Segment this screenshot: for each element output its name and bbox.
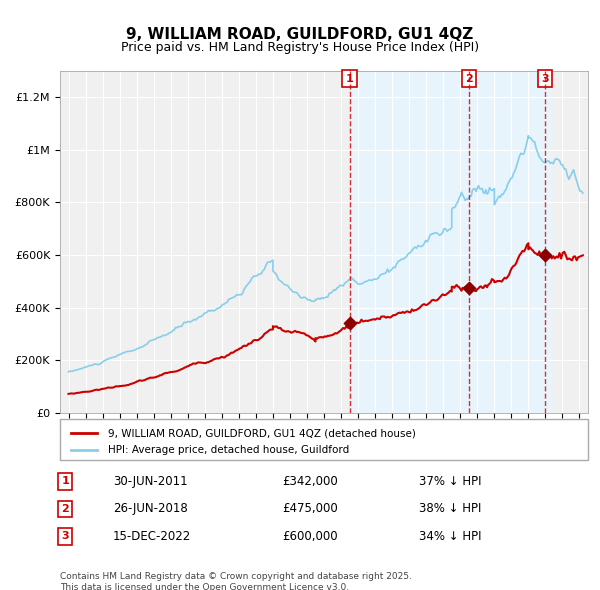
Text: 2: 2 [61, 504, 69, 514]
Text: 34% ↓ HPI: 34% ↓ HPI [419, 530, 482, 543]
Text: £342,000: £342,000 [282, 475, 338, 488]
Text: 26-JUN-2018: 26-JUN-2018 [113, 502, 188, 516]
Text: 1: 1 [346, 74, 353, 84]
Text: £475,000: £475,000 [282, 502, 338, 516]
Text: Price paid vs. HM Land Registry's House Price Index (HPI): Price paid vs. HM Land Registry's House … [121, 41, 479, 54]
Text: 1: 1 [61, 477, 69, 486]
Text: 9, WILLIAM ROAD, GUILDFORD, GU1 4QZ (detached house): 9, WILLIAM ROAD, GUILDFORD, GU1 4QZ (det… [107, 428, 415, 438]
Bar [350, 71, 550, 413]
Text: 3: 3 [61, 532, 69, 541]
FancyBboxPatch shape [60, 419, 588, 460]
Text: 2: 2 [465, 74, 473, 84]
Point [464, 283, 473, 293]
Point [345, 318, 355, 327]
Text: 38% ↓ HPI: 38% ↓ HPI [419, 502, 481, 516]
Text: 30-JUN-2011: 30-JUN-2011 [113, 475, 187, 488]
Text: HPI: Average price, detached house, Guildford: HPI: Average price, detached house, Guil… [107, 445, 349, 455]
Text: Contains HM Land Registry data © Crown copyright and database right 2025.
This d: Contains HM Land Registry data © Crown c… [60, 572, 412, 590]
Point [540, 250, 550, 260]
Text: 9, WILLIAM ROAD, GUILDFORD, GU1 4QZ: 9, WILLIAM ROAD, GUILDFORD, GU1 4QZ [127, 27, 473, 41]
Text: £600,000: £600,000 [282, 530, 337, 543]
Text: 3: 3 [541, 74, 548, 84]
Text: 37% ↓ HPI: 37% ↓ HPI [419, 475, 482, 488]
Text: 15-DEC-2022: 15-DEC-2022 [113, 530, 191, 543]
